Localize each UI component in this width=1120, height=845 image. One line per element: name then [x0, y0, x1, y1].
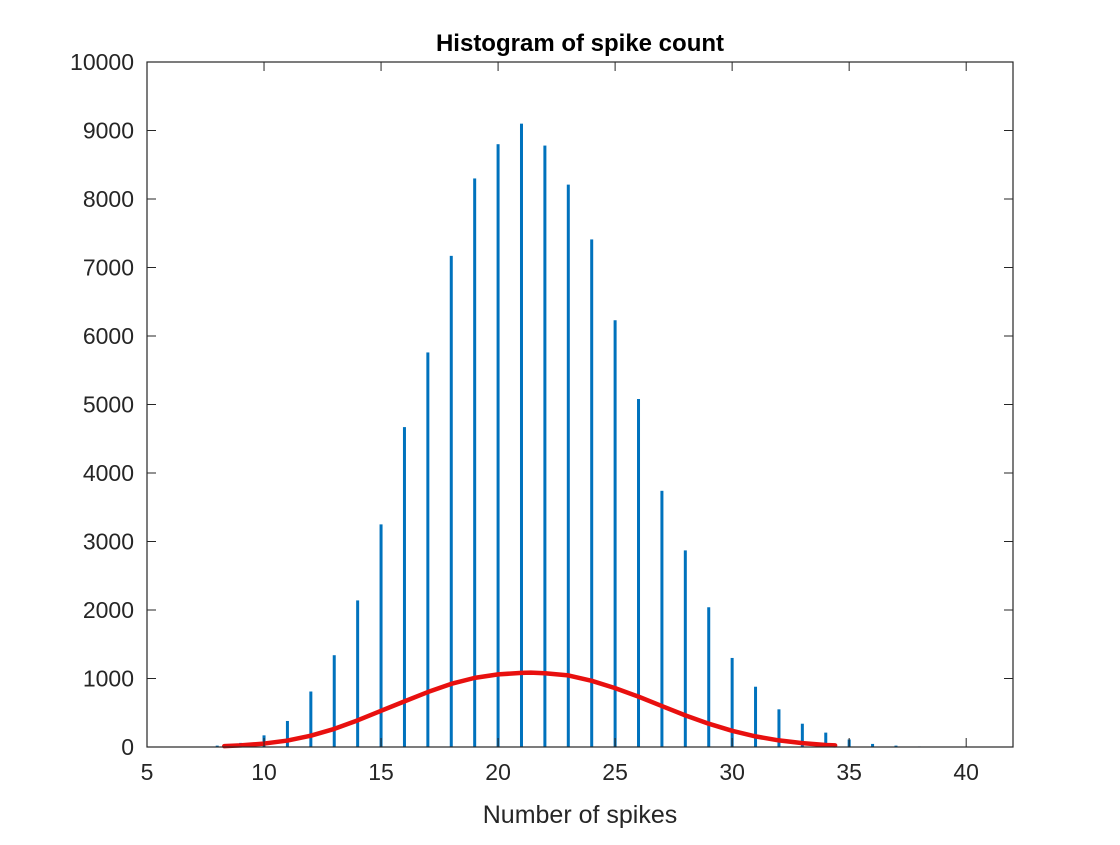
bar	[309, 691, 313, 747]
bar	[473, 178, 477, 747]
bar	[871, 743, 875, 747]
y-tick-label: 9000	[83, 118, 134, 144]
x-ticks: 5 10 15 20 25 30 35 40	[141, 62, 979, 785]
bar	[777, 709, 781, 747]
y-tick-label: 0	[121, 734, 134, 760]
bar	[519, 123, 523, 747]
x-tick-label: 30	[719, 759, 745, 785]
x-tick-label: 25	[602, 759, 628, 785]
y-tick-label: 8000	[83, 186, 134, 212]
fit-curve-line	[221, 670, 838, 749]
y-ticks: 0 1000 2000 3000 4000 5000 6000 7000 8000 9000 100…	[70, 49, 1013, 760]
bar	[824, 732, 828, 747]
y-tick-label: 5000	[83, 392, 134, 418]
fit-curve-layer	[221, 670, 838, 749]
x-tick-label: 10	[251, 759, 277, 785]
y-tick-label: 2000	[83, 597, 134, 623]
bar	[683, 550, 687, 747]
bar	[754, 686, 758, 747]
y-tick-label: 4000	[83, 460, 134, 486]
bar	[356, 600, 360, 747]
bar	[660, 490, 664, 747]
bar	[543, 145, 547, 747]
bar	[332, 655, 336, 747]
bar	[215, 745, 219, 747]
bar	[449, 255, 453, 748]
x-tick-label: 35	[836, 759, 862, 785]
bar	[285, 720, 289, 747]
y-tick-label: 7000	[83, 255, 134, 281]
plot-area	[147, 62, 1013, 747]
y-tick-label: 6000	[83, 323, 134, 349]
y-tick-label: 10000	[70, 49, 134, 75]
x-axis-label: Number of spikes	[483, 801, 678, 829]
bar	[730, 657, 734, 747]
x-tick-label: 20	[485, 759, 511, 785]
x-tick-label: 15	[368, 759, 394, 785]
bar	[496, 144, 500, 747]
bar	[566, 184, 570, 747]
bar	[613, 320, 617, 747]
chart-title: Histogram of spike count	[436, 30, 724, 57]
bar	[894, 745, 898, 747]
y-tick-label: 3000	[83, 529, 134, 555]
x-tick-label: 40	[953, 759, 979, 785]
bar	[707, 607, 711, 747]
x-tick-label: 5	[141, 759, 154, 785]
bar	[637, 399, 641, 747]
bar	[379, 524, 383, 748]
bar	[402, 427, 406, 747]
bar	[426, 352, 430, 747]
bar	[590, 239, 594, 748]
y-tick-label: 1000	[83, 666, 134, 692]
bar	[800, 723, 804, 747]
